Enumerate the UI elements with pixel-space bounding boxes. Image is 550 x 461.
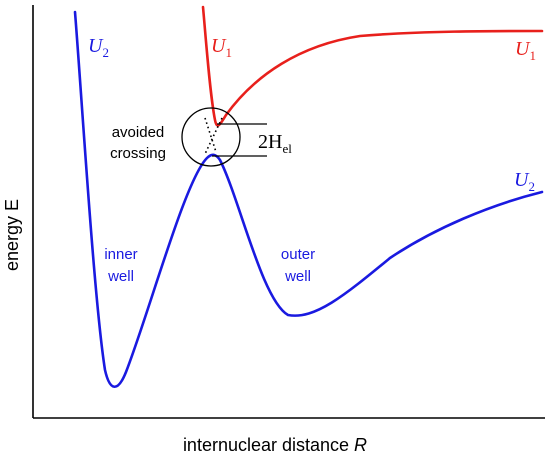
avoided-crossing-label-line2: crossing	[110, 145, 166, 162]
crossing-dotted-line-b	[204, 117, 223, 155]
gap-label: 2Hel	[258, 131, 292, 156]
U1-label-right-subscript: 1	[529, 48, 536, 63]
U2-label-left-subscript: 2	[102, 45, 109, 60]
inner-well-label-line1: inner	[104, 246, 137, 263]
x-axis-label-symbol: R	[354, 435, 367, 455]
gap-label-main: 2H	[258, 131, 282, 153]
x-axis-label-text: internuclear distance	[183, 435, 354, 455]
U2-label-right: U2	[514, 169, 535, 194]
U1-label-left: U1	[211, 35, 232, 60]
outer-well-label-line2: well	[284, 268, 311, 285]
crossing-dotted-line-a	[204, 117, 217, 153]
inner-well-label-line2: well	[107, 268, 134, 285]
x-axis-label: internuclear distance R	[183, 435, 367, 455]
gap-label-subscript: el	[282, 141, 292, 156]
U1-label-right: U1	[515, 38, 536, 63]
U1-curve	[201, 5, 544, 127]
U1-label-left-subscript: 1	[225, 45, 232, 60]
U2-label-right-subscript: 2	[528, 179, 535, 194]
y-axis-label: energy E	[2, 199, 22, 271]
outer-well-label-line1: outer	[281, 246, 315, 263]
avoided-crossing-circle	[181, 107, 241, 167]
avoided-crossing-label-line1: avoided	[112, 124, 165, 141]
U2-curve	[73, 10, 544, 389]
U2-label-left: U2	[88, 35, 109, 60]
